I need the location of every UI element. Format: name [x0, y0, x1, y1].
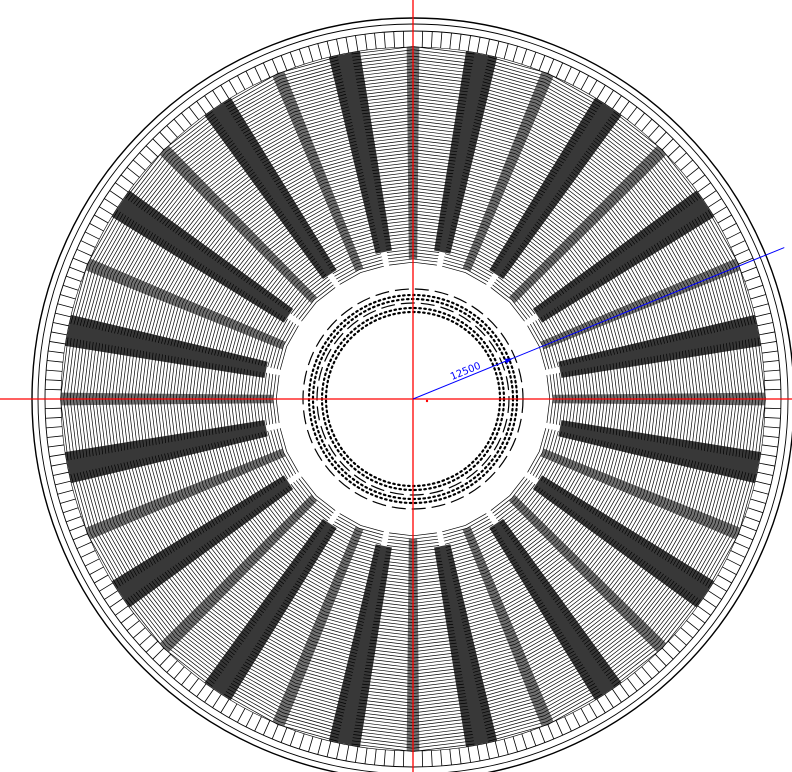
divider-band-9	[328, 544, 392, 747]
divider-band-14	[111, 190, 294, 323]
center-band-2	[462, 71, 554, 272]
divider-band-10	[204, 518, 337, 701]
sector-divider-bands	[61, 47, 765, 751]
center-band-15	[159, 145, 318, 304]
divider-band-13	[65, 314, 268, 378]
divider-band-6	[532, 475, 715, 608]
center-band-8	[462, 526, 554, 727]
dimension-arrow-icon	[504, 358, 513, 364]
center-band-12	[85, 448, 286, 540]
center-band-16	[272, 71, 364, 272]
divider-band-11	[111, 475, 294, 608]
divider-band-15	[204, 97, 337, 280]
divider-band-5	[558, 420, 761, 484]
divider-band-16	[328, 51, 392, 254]
divider-band-7	[489, 518, 622, 701]
center-band-14	[85, 258, 286, 350]
center-band-11	[159, 494, 318, 653]
divider-band-4	[558, 314, 761, 378]
center-band-6	[540, 448, 741, 540]
center-band-7	[508, 494, 667, 653]
center-band-3	[508, 145, 667, 304]
center-band-10	[272, 526, 364, 727]
center-point-marker	[425, 399, 429, 403]
divider-band-1	[434, 51, 498, 254]
divider-band-3	[532, 190, 715, 323]
divider-band-12	[65, 420, 268, 484]
divider-band-8	[434, 544, 498, 747]
divider-band-2	[489, 97, 622, 280]
radius-dimension-line	[412, 247, 785, 400]
